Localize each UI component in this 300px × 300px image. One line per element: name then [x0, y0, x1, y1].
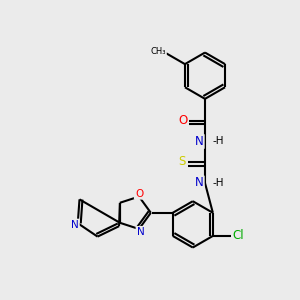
- Text: N: N: [195, 176, 203, 189]
- Text: CH₃: CH₃: [150, 47, 166, 56]
- Text: N: N: [195, 135, 203, 148]
- Text: S: S: [178, 155, 186, 168]
- Text: N: N: [71, 220, 79, 230]
- Text: N: N: [136, 227, 144, 237]
- Text: -H: -H: [212, 178, 224, 188]
- Text: O: O: [135, 189, 143, 199]
- Text: O: O: [178, 114, 188, 127]
- Text: -H: -H: [212, 136, 224, 146]
- Text: Cl: Cl: [233, 229, 244, 242]
